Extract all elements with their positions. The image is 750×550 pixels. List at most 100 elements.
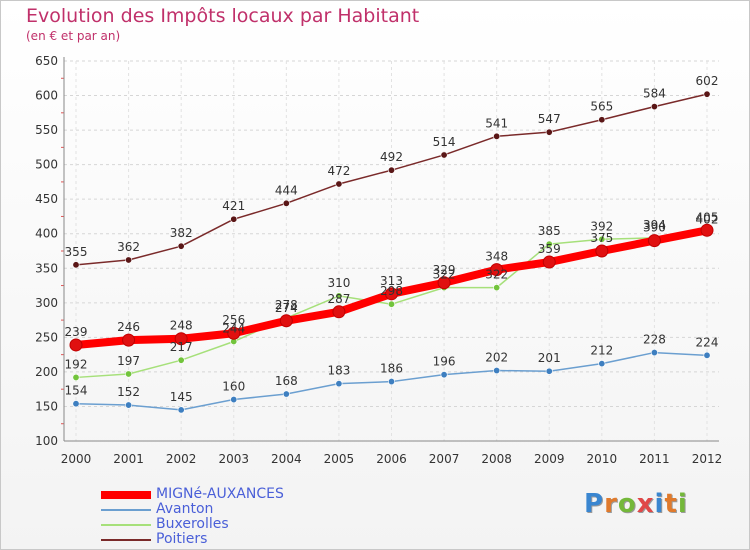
y-tick-label: 550	[35, 123, 58, 137]
legend-label: Poitiers	[156, 531, 208, 547]
data-label: 152	[117, 385, 140, 399]
data-point	[279, 314, 293, 328]
x-tick-label: 2007	[429, 452, 460, 466]
y-tick-label: 400	[35, 227, 58, 241]
legend-label: MIGNé-AUXANCES	[156, 486, 284, 502]
x-tick-label: 2011	[639, 452, 670, 466]
data-point	[177, 242, 185, 250]
data-label: 160	[222, 380, 245, 394]
data-label: 348	[485, 250, 508, 264]
y-tick-label: 600	[35, 89, 58, 103]
data-label: 202	[485, 351, 508, 365]
data-point	[72, 373, 80, 381]
legend-label: Buxerolles	[156, 516, 229, 532]
data-label: 492	[380, 150, 403, 164]
data-label: 224	[696, 335, 719, 349]
data-point	[545, 240, 553, 248]
data-point	[650, 349, 658, 357]
data-label: 228	[643, 333, 666, 347]
y-tick-label: 450	[35, 192, 58, 206]
logo-letter: P	[584, 489, 605, 519]
data-label: 362	[117, 240, 140, 254]
data-point	[230, 215, 238, 223]
y-tick-label: 300	[35, 296, 58, 310]
data-label: 248	[170, 319, 193, 333]
data-label: 602	[696, 74, 719, 88]
chart-title: Evolution des Impôts locaux par Habitant	[26, 5, 420, 27]
data-point	[598, 235, 606, 243]
legend-swatch	[101, 491, 151, 499]
y-tick-label: 150	[35, 399, 58, 413]
proxiti-logo: Proxiti	[584, 489, 688, 519]
data-point	[493, 367, 501, 375]
data-label: 186	[380, 362, 403, 376]
data-label: 565	[590, 100, 613, 114]
x-tick-label: 2002	[166, 452, 197, 466]
y-tick-label: 350	[35, 261, 58, 275]
data-point	[69, 338, 83, 352]
data-point	[387, 166, 395, 174]
data-label: 313	[380, 274, 403, 288]
data-label: 154	[65, 384, 88, 398]
data-point	[125, 401, 133, 409]
data-point	[227, 326, 241, 340]
x-tick-label: 2005	[324, 452, 355, 466]
data-point	[490, 263, 504, 277]
data-point	[440, 371, 448, 379]
chart-subtitle: (en € et par an)	[26, 29, 121, 43]
data-label: 472	[327, 164, 350, 178]
x-tick-label: 2008	[481, 452, 512, 466]
data-label: 256	[222, 313, 245, 327]
data-point	[385, 287, 398, 301]
data-label: 322	[433, 268, 456, 282]
data-label: 329	[433, 263, 456, 277]
data-point	[647, 234, 661, 248]
data-label: 212	[590, 344, 613, 358]
data-point	[174, 332, 188, 346]
data-label: 405	[696, 210, 719, 224]
data-point	[545, 128, 553, 136]
series-layer	[69, 90, 714, 414]
x-tick-label: 2010	[587, 452, 618, 466]
data-label: 547	[538, 112, 561, 126]
data-label: 514	[433, 135, 456, 149]
logo-letter: i	[654, 489, 665, 519]
data-point	[72, 400, 80, 408]
legend-label: Avanton	[156, 501, 214, 517]
x-tick-label: 2003	[218, 452, 249, 466]
data-label: 246	[117, 320, 140, 334]
data-point	[493, 284, 501, 292]
y-tick-label: 200	[35, 365, 58, 379]
data-point	[598, 116, 606, 124]
data-point	[125, 256, 133, 264]
data-label: 274	[275, 301, 298, 315]
data-point	[122, 333, 136, 347]
x-tick-label: 2006	[376, 452, 407, 466]
data-point	[387, 300, 395, 308]
data-point	[598, 360, 606, 368]
data-point	[332, 305, 346, 319]
data-point	[703, 351, 711, 359]
data-label: 239	[65, 325, 88, 339]
data-point	[230, 396, 238, 404]
data-point	[545, 367, 553, 375]
logo-letter: t	[664, 489, 678, 519]
data-point	[440, 151, 448, 159]
data-point	[703, 90, 711, 98]
x-tick-label: 2000	[61, 452, 92, 466]
data-label: 402	[696, 212, 719, 226]
data-label: 310	[327, 276, 350, 290]
logo-letter: o	[617, 489, 637, 519]
data-labels-layer: 239 246 248 256 274 287 313 329 348 359 375 390 405 1…	[65, 74, 719, 404]
logo-letter: i	[677, 489, 688, 519]
logo-letter: r	[604, 489, 618, 519]
data-point	[542, 255, 556, 269]
data-label: 192	[65, 357, 88, 371]
data-label: 287	[327, 292, 350, 306]
data-point	[282, 199, 290, 207]
data-point	[177, 356, 185, 364]
data-point	[595, 244, 609, 258]
data-point	[282, 390, 290, 398]
